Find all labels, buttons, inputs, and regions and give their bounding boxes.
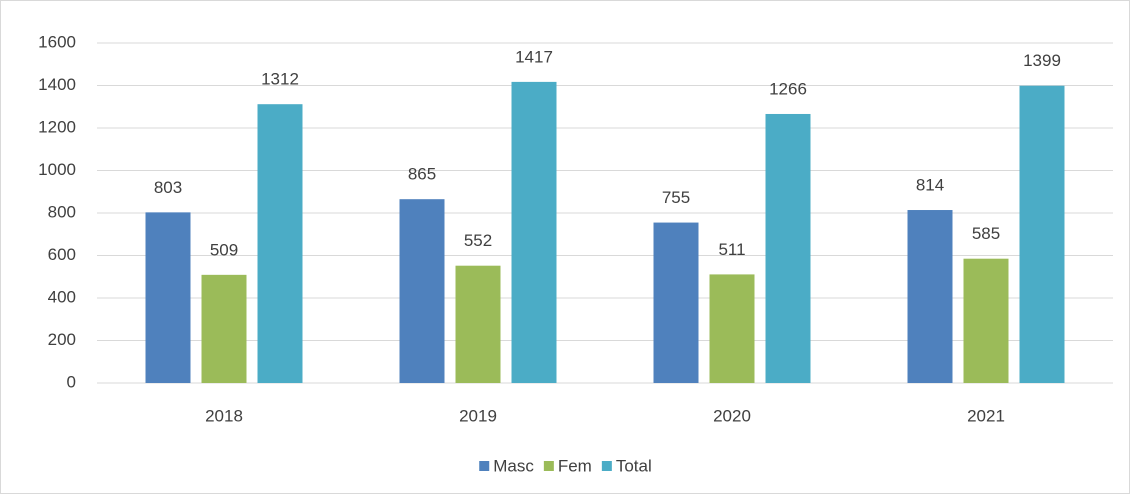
- legend-label: Masc: [493, 456, 534, 475]
- y-tick-label: 600: [48, 245, 76, 264]
- legend-swatch: [601, 461, 612, 471]
- data-label: 585: [972, 224, 1000, 243]
- bar: [511, 81, 557, 383]
- data-label: 803: [154, 178, 182, 197]
- data-label: 1417: [515, 47, 553, 66]
- y-tick-label: 1400: [38, 75, 76, 94]
- bar: [765, 113, 811, 383]
- data-label: 755: [662, 188, 690, 207]
- bar: [455, 265, 501, 383]
- bar: [399, 199, 445, 383]
- bar: [201, 274, 247, 383]
- bar: [257, 104, 303, 383]
- y-tick-label: 200: [48, 330, 76, 349]
- y-tick-label: 0: [67, 372, 76, 391]
- data-label: 509: [210, 240, 238, 259]
- y-tick-label: 1600: [38, 32, 76, 51]
- y-tick-label: 400: [48, 287, 76, 306]
- x-tick-label: 2019: [459, 406, 497, 425]
- data-label: 552: [464, 231, 492, 250]
- y-tick-label: 1000: [38, 160, 76, 179]
- bar: [653, 222, 699, 383]
- y-tick-label: 1200: [38, 117, 76, 136]
- data-label: 511: [718, 240, 745, 259]
- legend-label: Total: [616, 456, 652, 475]
- data-label: 1266: [769, 79, 807, 98]
- bar: [145, 212, 191, 383]
- x-tick-label: 2021: [967, 406, 1005, 425]
- legend-swatch: [479, 461, 490, 471]
- data-label: 1312: [261, 70, 299, 89]
- bar: [709, 274, 755, 383]
- legend-swatch: [543, 461, 554, 471]
- data-label: 1399: [1023, 51, 1061, 70]
- bar: [1019, 85, 1065, 384]
- data-label: 865: [408, 165, 436, 184]
- legend-label: Fem: [558, 456, 592, 475]
- y-tick-label: 800: [48, 202, 76, 221]
- bar: [963, 258, 1009, 383]
- bar: [907, 210, 953, 383]
- x-tick-label: 2018: [205, 406, 243, 425]
- x-tick-label: 2020: [713, 406, 751, 425]
- data-label: 814: [916, 176, 944, 195]
